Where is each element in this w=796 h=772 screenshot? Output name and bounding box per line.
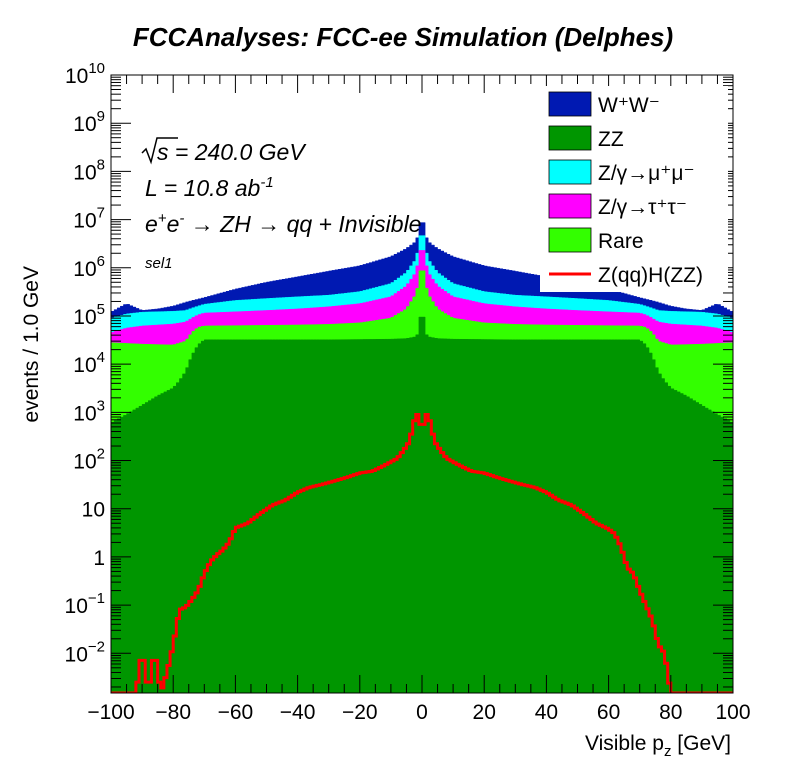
legend-swatch bbox=[548, 227, 592, 253]
y-tick-label: 10−1 bbox=[65, 590, 105, 618]
selection-annotation: sel1 bbox=[145, 255, 173, 272]
y-tick-label: 108 bbox=[73, 156, 105, 184]
sqrt-symbol bbox=[141, 137, 178, 165]
y-tick-label: 109 bbox=[73, 108, 105, 136]
legend-swatch bbox=[548, 91, 592, 117]
y-tick-label: 1 bbox=[93, 547, 105, 570]
x-tick-label: −100 bbox=[87, 701, 134, 724]
y-tick-label: 10−2 bbox=[65, 638, 105, 666]
legend-label: Z/γ→μ⁺μ⁻ bbox=[598, 162, 695, 185]
y-tick-label: 105 bbox=[73, 301, 105, 329]
x-tick-label: 60 bbox=[597, 701, 620, 724]
series-line-signal bbox=[111, 413, 733, 693]
y-tick-label: 10 bbox=[82, 499, 105, 522]
luminosity-annotation: L = 10.8 ab-1 bbox=[145, 174, 274, 201]
legend-swatch bbox=[548, 193, 592, 219]
plot-area bbox=[111, 222, 733, 693]
y-tick-label: 1010 bbox=[65, 60, 105, 88]
x-tick-label: 20 bbox=[473, 701, 496, 724]
y-tick-label: 103 bbox=[73, 397, 105, 425]
y-tick-label: 104 bbox=[73, 349, 105, 377]
legend-box bbox=[540, 86, 728, 292]
x-tick-label: −80 bbox=[155, 701, 191, 724]
x-axis-label: Visible pz [GeV] bbox=[585, 732, 731, 760]
x-tick-label: 80 bbox=[659, 701, 682, 724]
y-axis-label: events / 1.0 GeV bbox=[20, 266, 43, 422]
legend-label: W⁺W⁻ bbox=[598, 94, 660, 117]
x-tick-label: 100 bbox=[715, 701, 750, 724]
y-tick-label: 106 bbox=[73, 253, 105, 281]
process-annotation: e+e- → ZH → qq + Invisible bbox=[145, 210, 421, 237]
legend-label: Rare bbox=[598, 230, 644, 253]
legend: W⁺W⁻ ZZ Z/γ→μ⁺μ⁻ Z/γ→τ⁺τ⁻ Rare Z(qq)H(ZZ) bbox=[540, 86, 728, 292]
x-tick-label: −60 bbox=[218, 701, 254, 724]
sqrt-s-annotation: s = 240.0 GeV bbox=[141, 137, 307, 165]
y-tick-label: 107 bbox=[73, 205, 105, 233]
x-tick-label: −40 bbox=[280, 701, 316, 724]
x-tick-label: −20 bbox=[342, 701, 378, 724]
x-tick-label: 0 bbox=[416, 701, 428, 724]
legend-label: Z(qq)H(ZZ) bbox=[598, 264, 703, 287]
legend-label: ZZ bbox=[598, 128, 624, 151]
y-tick-label: 102 bbox=[73, 446, 105, 474]
chart-title: FCCAnalyses: FCC-ee Simulation (Delphes) bbox=[133, 22, 673, 52]
series-area-ZZ bbox=[111, 316, 733, 693]
sqrt-s-text: s = 240.0 GeV bbox=[157, 139, 307, 165]
legend-label: Z/γ→τ⁺τ⁻ bbox=[598, 196, 687, 219]
x-tick-label: 40 bbox=[535, 701, 558, 724]
legend-swatch bbox=[548, 159, 592, 185]
legend-swatch bbox=[548, 125, 592, 151]
